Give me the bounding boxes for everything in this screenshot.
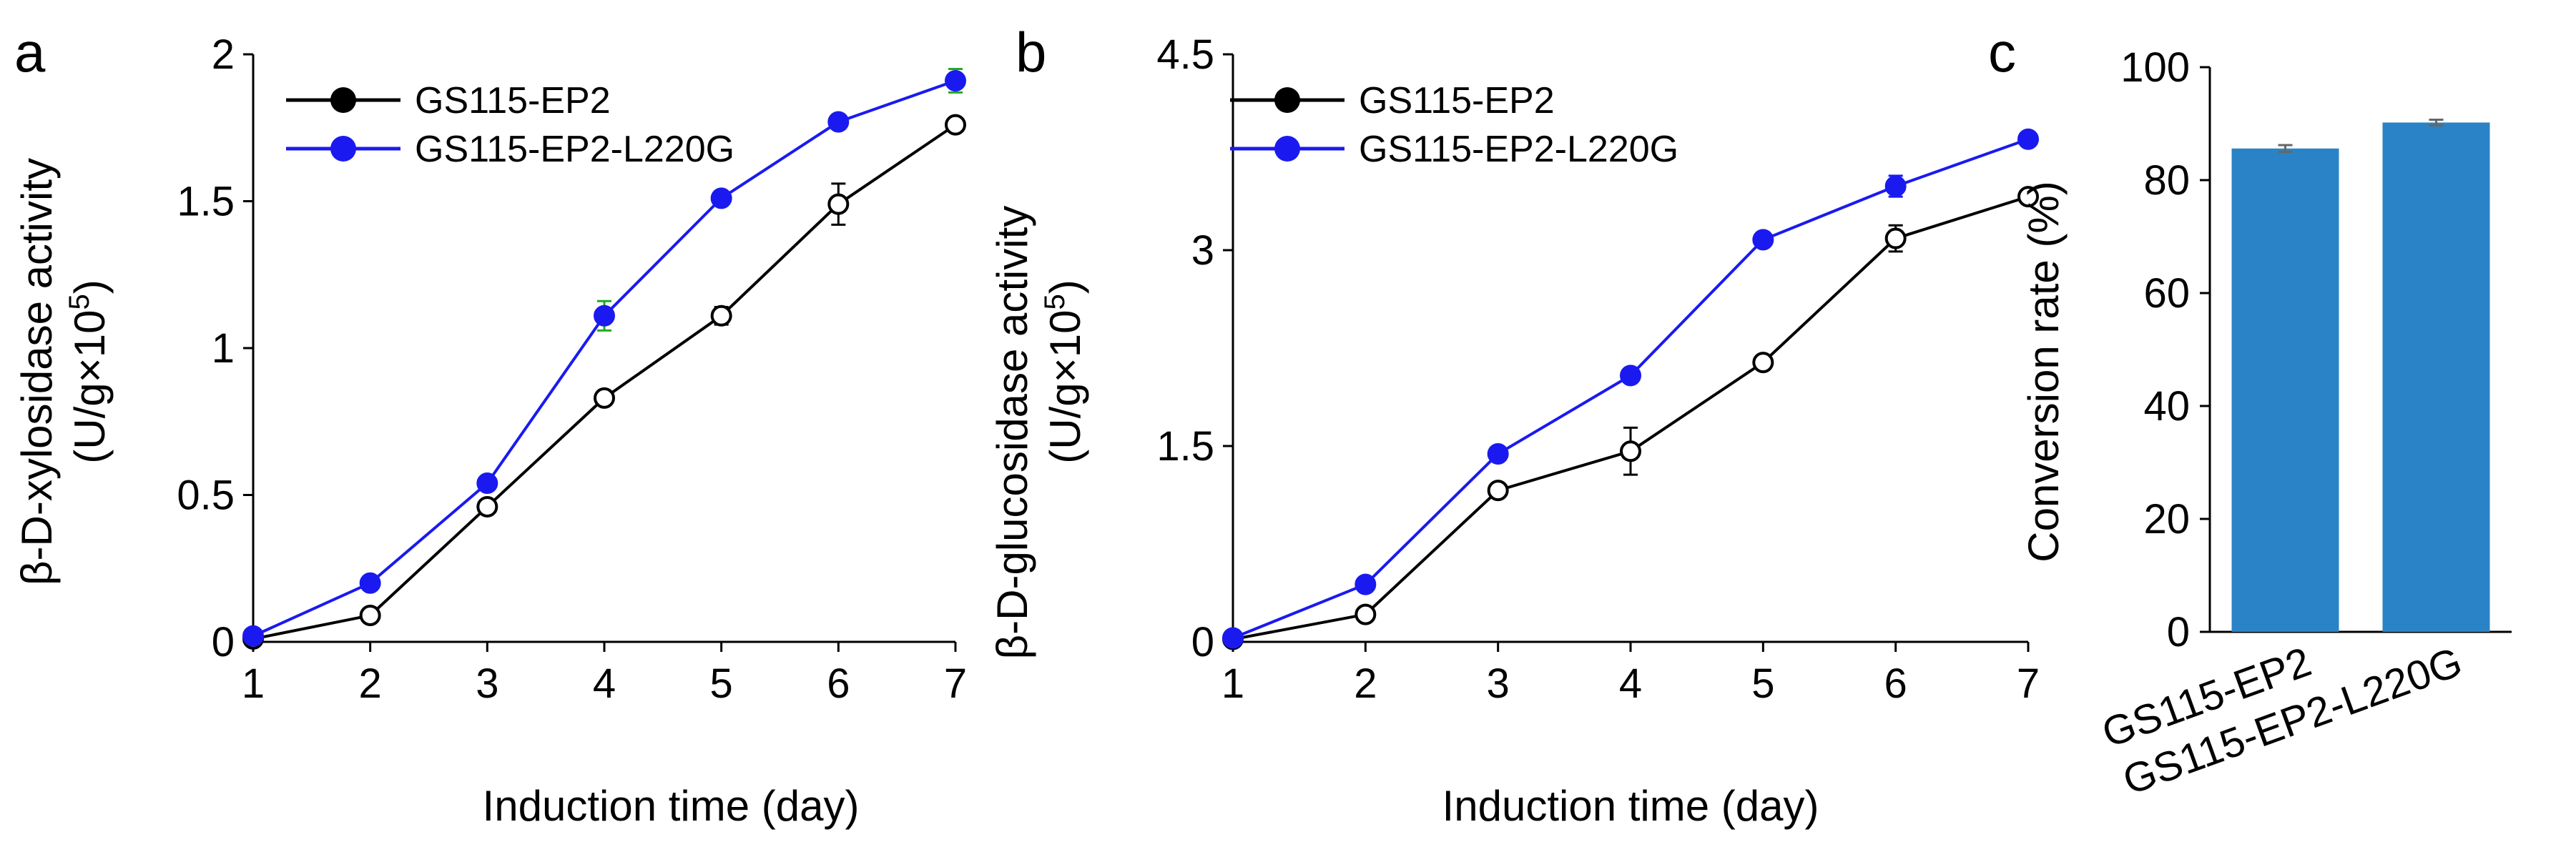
chart-c-y-tick-label: 80 bbox=[2143, 157, 2190, 204]
chart-c-y-tick-label: 100 bbox=[2120, 44, 2190, 91]
chart-c-bar bbox=[2231, 148, 2339, 632]
chart-b-x-tick-label: 3 bbox=[1487, 660, 1510, 707]
chart-a-point bbox=[710, 187, 732, 209]
chart-a-y-tick-label: 2 bbox=[212, 31, 235, 78]
chart-a-y-tick-label: 0.5 bbox=[177, 472, 235, 519]
panel-letter-c: c bbox=[1988, 21, 2016, 84]
chart-b-point bbox=[1487, 480, 1509, 502]
chart-b: Induction time (day) β-D-glucosidase act… bbox=[988, 31, 2040, 830]
panel-letter-b: b bbox=[1016, 21, 1046, 84]
chart-a-legend-marker bbox=[330, 136, 356, 162]
chart-a-point bbox=[945, 114, 966, 136]
chart-a-y-axis-unit: (U/g×105) bbox=[64, 279, 114, 463]
chart-b-point bbox=[1355, 573, 1377, 595]
chart-a-x-tick-label: 3 bbox=[476, 660, 498, 707]
chart-b-legend-marker bbox=[1274, 136, 1300, 162]
chart-a-point bbox=[359, 605, 381, 627]
chart-b-legend-marker bbox=[1274, 87, 1300, 113]
chart-b-y-axis-unit: (U/g×105) bbox=[1039, 279, 1089, 463]
chart-b-y-axis-title: β-D-glucosidase activity bbox=[988, 206, 1036, 660]
chart-b-point bbox=[2017, 186, 2039, 208]
chart-a-x-tick-label: 1 bbox=[242, 660, 265, 707]
chart-c-y-tick-label: 20 bbox=[2143, 496, 2190, 543]
chart-b-point bbox=[1487, 442, 1509, 465]
chart-a-point bbox=[945, 69, 966, 91]
chart-b-point bbox=[1355, 603, 1377, 625]
chart-a-x-tick-label: 4 bbox=[593, 660, 616, 707]
chart-a-series-line-0 bbox=[252, 123, 957, 640]
chart-a-y-tick-label: 0 bbox=[212, 619, 235, 665]
chart-a-x-tick-label: 6 bbox=[827, 660, 850, 707]
chart-b-y-tick-label: 3 bbox=[1191, 227, 1214, 274]
chart-b-y-tick-label: 4.5 bbox=[1156, 31, 1214, 78]
chart-b-point bbox=[1752, 352, 1774, 374]
chart-c: Conversion rate (%) 020406080100GS115-EP… bbox=[2020, 44, 2512, 804]
chart-a-x-tick-label: 2 bbox=[359, 660, 382, 707]
chart-a-point bbox=[242, 625, 264, 647]
chart-b-y-tick-label: 1.5 bbox=[1156, 423, 1214, 470]
chart-b-x-tick-label: 4 bbox=[1619, 660, 1642, 707]
chart-b-point bbox=[1884, 227, 1907, 249]
chart-b-point bbox=[2017, 128, 2039, 150]
chart-a-x-tick-label: 5 bbox=[710, 660, 733, 707]
chart-a-point bbox=[359, 572, 381, 594]
chart-b-x-tick-label: 2 bbox=[1354, 660, 1377, 707]
chart-a-point bbox=[827, 193, 850, 215]
chart-c-y-tick-label: 40 bbox=[2143, 383, 2190, 430]
chart-a-legend-label: GS115-EP2 bbox=[415, 80, 611, 122]
chart-b-legend-label: GS115-EP2-L220G bbox=[1359, 129, 1678, 170]
chart-b-x-axis-title: Induction time (day) bbox=[1442, 782, 1819, 830]
chart-a-legend-marker bbox=[330, 87, 356, 113]
chart-c-y-axis-title: Conversion rate (%) bbox=[2020, 181, 2068, 563]
chart-b-x-tick-label: 1 bbox=[1221, 660, 1244, 707]
chart-b-point bbox=[1222, 627, 1244, 649]
chart-b-point bbox=[1620, 365, 1641, 387]
chart-b-y-tick-label: 0 bbox=[1191, 619, 1214, 665]
panel-letter-a: a bbox=[14, 21, 46, 84]
chart-a-point bbox=[476, 495, 498, 517]
chart-a-x-axis-title: Induction time (day) bbox=[483, 782, 860, 830]
chart-b-legend-label: GS115-EP2 bbox=[1359, 80, 1555, 122]
chart-c-bar bbox=[2382, 122, 2490, 633]
chart-b-point bbox=[1884, 175, 1907, 197]
chart-b-series-line-1 bbox=[1232, 137, 2029, 640]
chart-c-y-tick-label: 60 bbox=[2143, 270, 2190, 317]
chart-a-point bbox=[476, 472, 498, 495]
chart-a-y-axis-title: β-D-xylosidase activity bbox=[13, 158, 61, 585]
chart-b-point bbox=[1752, 229, 1774, 251]
chart-a-y-tick-label: 1 bbox=[212, 325, 235, 372]
chart-a-point bbox=[710, 304, 732, 327]
chart-b-x-tick-label: 6 bbox=[1884, 660, 1907, 707]
chart-b-series-line-0 bbox=[1232, 195, 2029, 641]
chart-a-point bbox=[594, 304, 615, 327]
chart-b-point bbox=[1620, 440, 1641, 462]
chart-a-legend-label: GS115-EP2-L220G bbox=[415, 129, 734, 170]
chart-b-x-tick-label: 7 bbox=[2017, 660, 2040, 707]
chart-a-point bbox=[594, 387, 615, 409]
chart-c-y-tick-label: 0 bbox=[2167, 609, 2190, 655]
chart-a-y-tick-label: 1.5 bbox=[177, 179, 235, 225]
chart-b-x-tick-label: 5 bbox=[1751, 660, 1774, 707]
chart-a-x-tick-label: 7 bbox=[944, 660, 967, 707]
chart-a-point bbox=[827, 111, 850, 133]
chart-a: Induction time (day) β-D-xylosidase acti… bbox=[13, 31, 967, 830]
